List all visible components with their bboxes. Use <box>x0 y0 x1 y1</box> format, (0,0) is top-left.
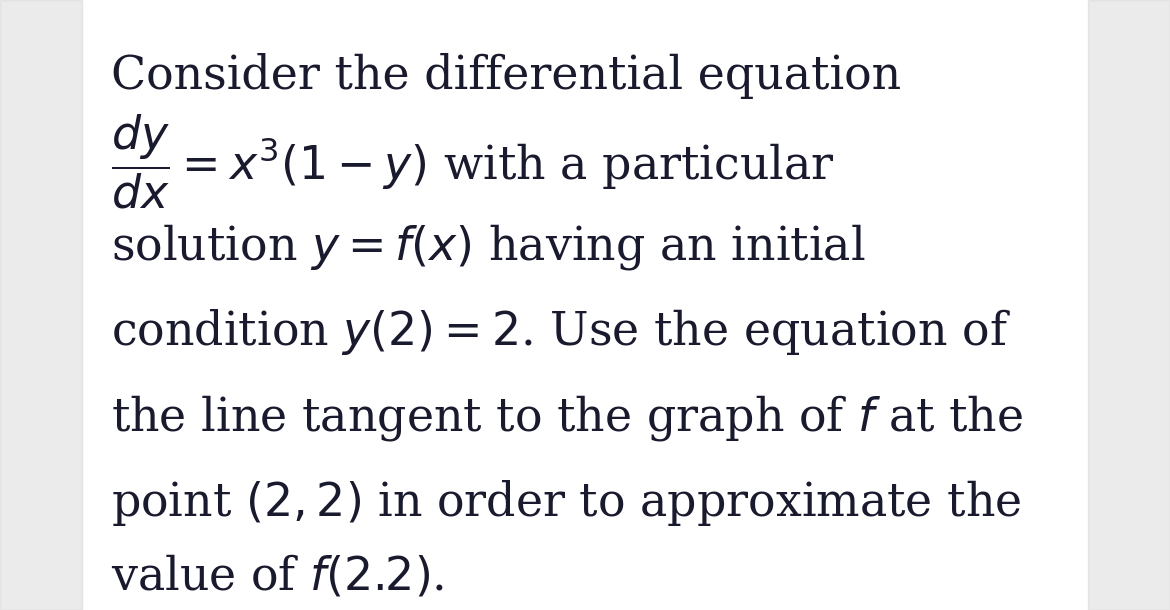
Text: condition $y(2) = 2$. Use the equation of: condition $y(2) = 2$. Use the equation o… <box>111 307 1011 357</box>
Bar <box>0 0 82 610</box>
Text: $\dfrac{dy}{dx} = x^3(1 - y)$ with a particular: $\dfrac{dy}{dx} = x^3(1 - y)$ with a par… <box>111 112 835 211</box>
Text: the line tangent to the graph of $f$ at the: the line tangent to the graph of $f$ at … <box>111 393 1024 443</box>
Bar <box>1088 0 1170 610</box>
Text: Consider the differential equation: Consider the differential equation <box>111 53 901 99</box>
Text: point $(2, 2)$ in order to approximate the: point $(2, 2)$ in order to approximate t… <box>111 478 1021 528</box>
Text: solution $y = f(x)$ having an initial: solution $y = f(x)$ having an initial <box>111 222 866 272</box>
Text: value of $f(2.2)$.: value of $f(2.2)$. <box>111 553 445 600</box>
